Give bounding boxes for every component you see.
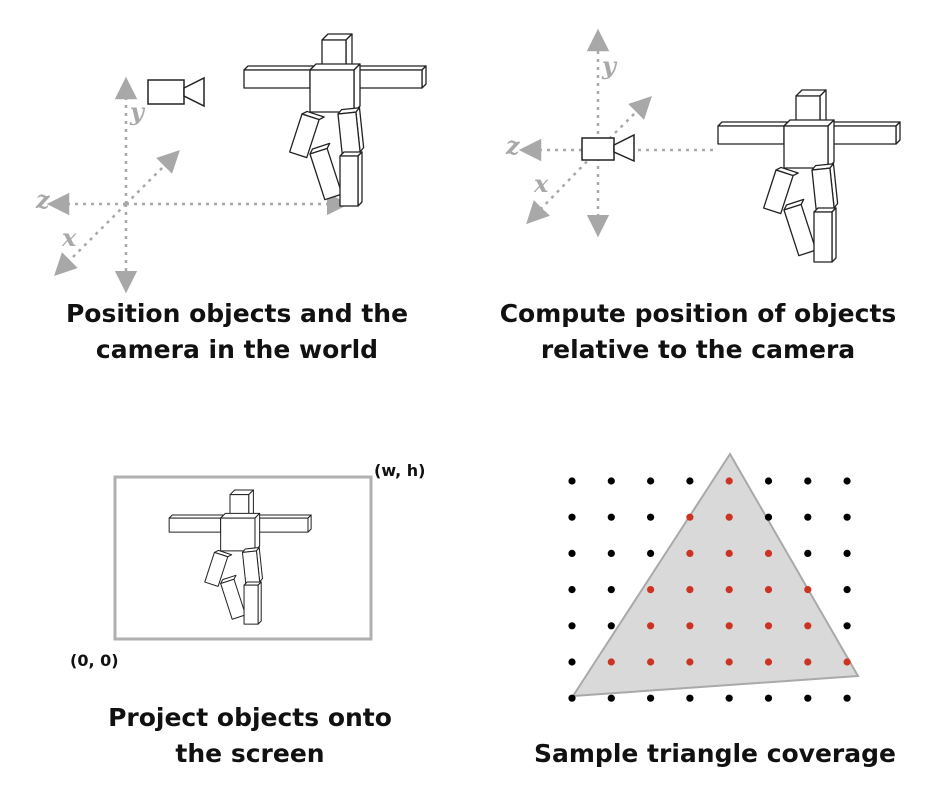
sample-dot-uncovered <box>607 586 615 594</box>
sample-dot-uncovered <box>607 513 615 521</box>
camera-x-label: x <box>533 169 549 198</box>
sample-dot-uncovered <box>607 622 615 630</box>
sample-dot-uncovered <box>568 549 576 558</box>
sample-dot-uncovered <box>804 549 812 558</box>
sample-dot-uncovered <box>804 513 812 521</box>
project-panel: (w, h) (0, 0) <box>70 461 425 670</box>
sample-grid <box>568 477 851 702</box>
sample-dot-covered <box>725 622 733 630</box>
sample-dot-uncovered <box>843 622 851 630</box>
camera-robot <box>717 89 901 263</box>
sample-caption-line-1: Sample triangle coverage <box>534 739 896 768</box>
camera-z-label: z <box>505 131 521 160</box>
sample-dot-covered <box>647 658 655 666</box>
world-caption: Position objects and the camera in the w… <box>50 296 424 368</box>
sample-dot-uncovered <box>764 694 773 702</box>
world-caption-line-1: Position objects and the <box>65 299 409 328</box>
sample-dot-covered <box>764 622 773 630</box>
sample-dot-covered <box>804 586 812 594</box>
world-panel: y z x <box>35 33 427 294</box>
world-y-label: y <box>129 97 146 126</box>
projected-robot <box>168 489 312 625</box>
sample-dot-uncovered <box>843 586 851 594</box>
sample-panel <box>568 452 860 702</box>
sample-dot-uncovered <box>764 513 773 521</box>
camera-caption-line-2: relative to the camera <box>540 335 856 364</box>
camera-panel: y z x <box>505 28 901 263</box>
sample-dot-uncovered <box>764 477 773 485</box>
sample-dot-covered <box>804 658 812 666</box>
camera-y-label: y <box>601 51 618 80</box>
sample-dot-uncovered <box>607 694 615 702</box>
sample-dot-uncovered <box>647 513 655 521</box>
sample-dot-uncovered <box>568 694 576 702</box>
sample-dot-covered <box>764 586 773 594</box>
sample-dot-covered <box>725 477 733 485</box>
screen-corner-wh: (w, h) <box>374 461 425 480</box>
sample-dot-covered <box>725 586 733 594</box>
sample-dot-uncovered <box>568 586 576 594</box>
sample-dot-uncovered <box>804 477 812 485</box>
sample-dot-covered <box>764 549 773 558</box>
sample-dot-covered <box>725 658 733 666</box>
sample-dot-covered <box>764 658 773 666</box>
camera-icon-origin <box>581 133 635 163</box>
triangle <box>571 452 860 698</box>
sample-dot-uncovered <box>607 477 615 485</box>
sample-dot-covered <box>647 622 655 630</box>
sample-dot-uncovered <box>647 694 655 702</box>
sample-dot-uncovered <box>607 549 615 558</box>
camera-icon <box>147 76 205 108</box>
sample-caption: Sample triangle coverage <box>510 736 920 772</box>
sample-dot-covered <box>843 658 851 666</box>
sample-dot-covered <box>686 622 694 630</box>
sample-dot-uncovered <box>568 513 576 521</box>
project-caption: Project objects onto the screen <box>80 700 420 772</box>
sample-dot-uncovered <box>843 477 851 485</box>
world-axes <box>46 76 350 294</box>
camera-caption: Compute position of objects relative to … <box>496 296 900 368</box>
sample-dot-covered <box>725 513 733 521</box>
sample-dot-covered <box>804 622 812 630</box>
sample-dot-uncovered <box>568 622 576 630</box>
world-robot <box>243 33 427 207</box>
world-x-axis-neg <box>125 150 180 205</box>
sample-dot-covered <box>607 658 615 666</box>
screen-corner-origin: (0, 0) <box>70 651 119 670</box>
sample-dot-uncovered <box>686 477 694 485</box>
sample-dot-uncovered <box>843 513 851 521</box>
sample-dot-uncovered <box>568 477 576 485</box>
project-caption-line-1: Project objects onto <box>108 703 392 732</box>
sample-dot-uncovered <box>804 694 812 702</box>
world-x-label: x <box>61 223 77 252</box>
sample-dot-covered <box>686 658 694 666</box>
world-caption-line-2: camera in the world <box>95 335 379 364</box>
sample-dot-covered <box>725 549 733 558</box>
project-caption-line-2: the screen <box>175 739 325 768</box>
sample-dot-covered <box>647 586 655 594</box>
sample-dot-uncovered <box>843 694 851 702</box>
sample-dot-uncovered <box>843 549 851 558</box>
camera-caption-line-1: Compute position of objects <box>499 299 897 328</box>
sample-dot-covered <box>686 586 694 594</box>
sample-dot-uncovered <box>725 694 733 702</box>
camera-axes <box>518 28 716 238</box>
sample-dot-covered <box>686 513 694 521</box>
sample-dot-uncovered <box>647 477 655 485</box>
world-z-label: z <box>35 185 51 214</box>
sample-dot-covered <box>686 549 694 558</box>
screen-rect <box>113 475 373 641</box>
sample-dot-uncovered <box>647 549 655 558</box>
sample-dot-uncovered <box>686 694 694 702</box>
sample-dot-uncovered <box>568 658 576 666</box>
